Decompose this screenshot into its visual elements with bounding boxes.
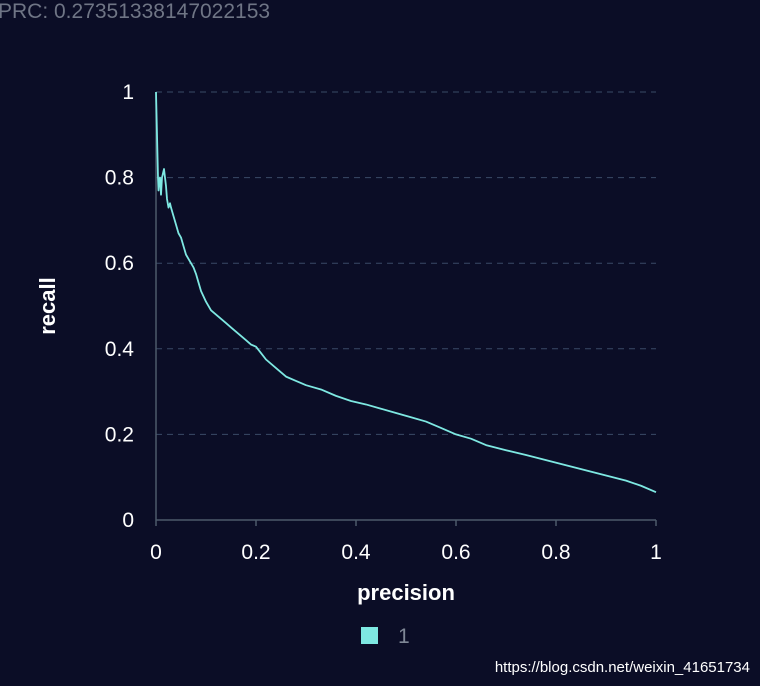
legend-label[interactable]: 1	[398, 625, 410, 648]
y-tick-label-4: 0.8	[105, 167, 134, 190]
grid-lines	[156, 91, 656, 435]
y-tick-label-3: 0.6	[105, 252, 134, 275]
y-tick-labels: 0 0.2 0.4 0.6 0.8 1	[105, 81, 135, 532]
y-tick-label-1: 0.2	[105, 423, 134, 446]
x-tick-label-4: 0.8	[541, 541, 570, 564]
x-tick-label-2: 0.4	[341, 541, 371, 564]
series-layer	[155, 91, 657, 494]
y-tick-label-5: 1	[122, 81, 134, 104]
y-tick-label-2: 0.4	[105, 338, 135, 361]
x-tick-label-0: 0	[150, 541, 162, 564]
axes	[155, 92, 656, 521]
y-tick-label-0: 0	[122, 509, 134, 532]
series-line-0	[155, 91, 657, 494]
legend[interactable]: 1	[361, 625, 410, 648]
legend-swatch[interactable]	[361, 627, 378, 644]
prc-score-label: PRC: 0.27351338147022153	[0, 0, 270, 23]
watermark-url: https://blog.csdn.net/weixin_41651734	[495, 659, 750, 676]
x-tick-label-3: 0.6	[441, 541, 470, 564]
x-axis-title: precision	[357, 580, 455, 605]
x-tick-labels: 0 0.2 0.4 0.6 0.8 1	[150, 520, 662, 564]
y-axis-title: recall	[35, 277, 60, 335]
x-tick-label-5: 1	[650, 541, 662, 564]
x-tick-label-1: 0.2	[241, 541, 270, 564]
